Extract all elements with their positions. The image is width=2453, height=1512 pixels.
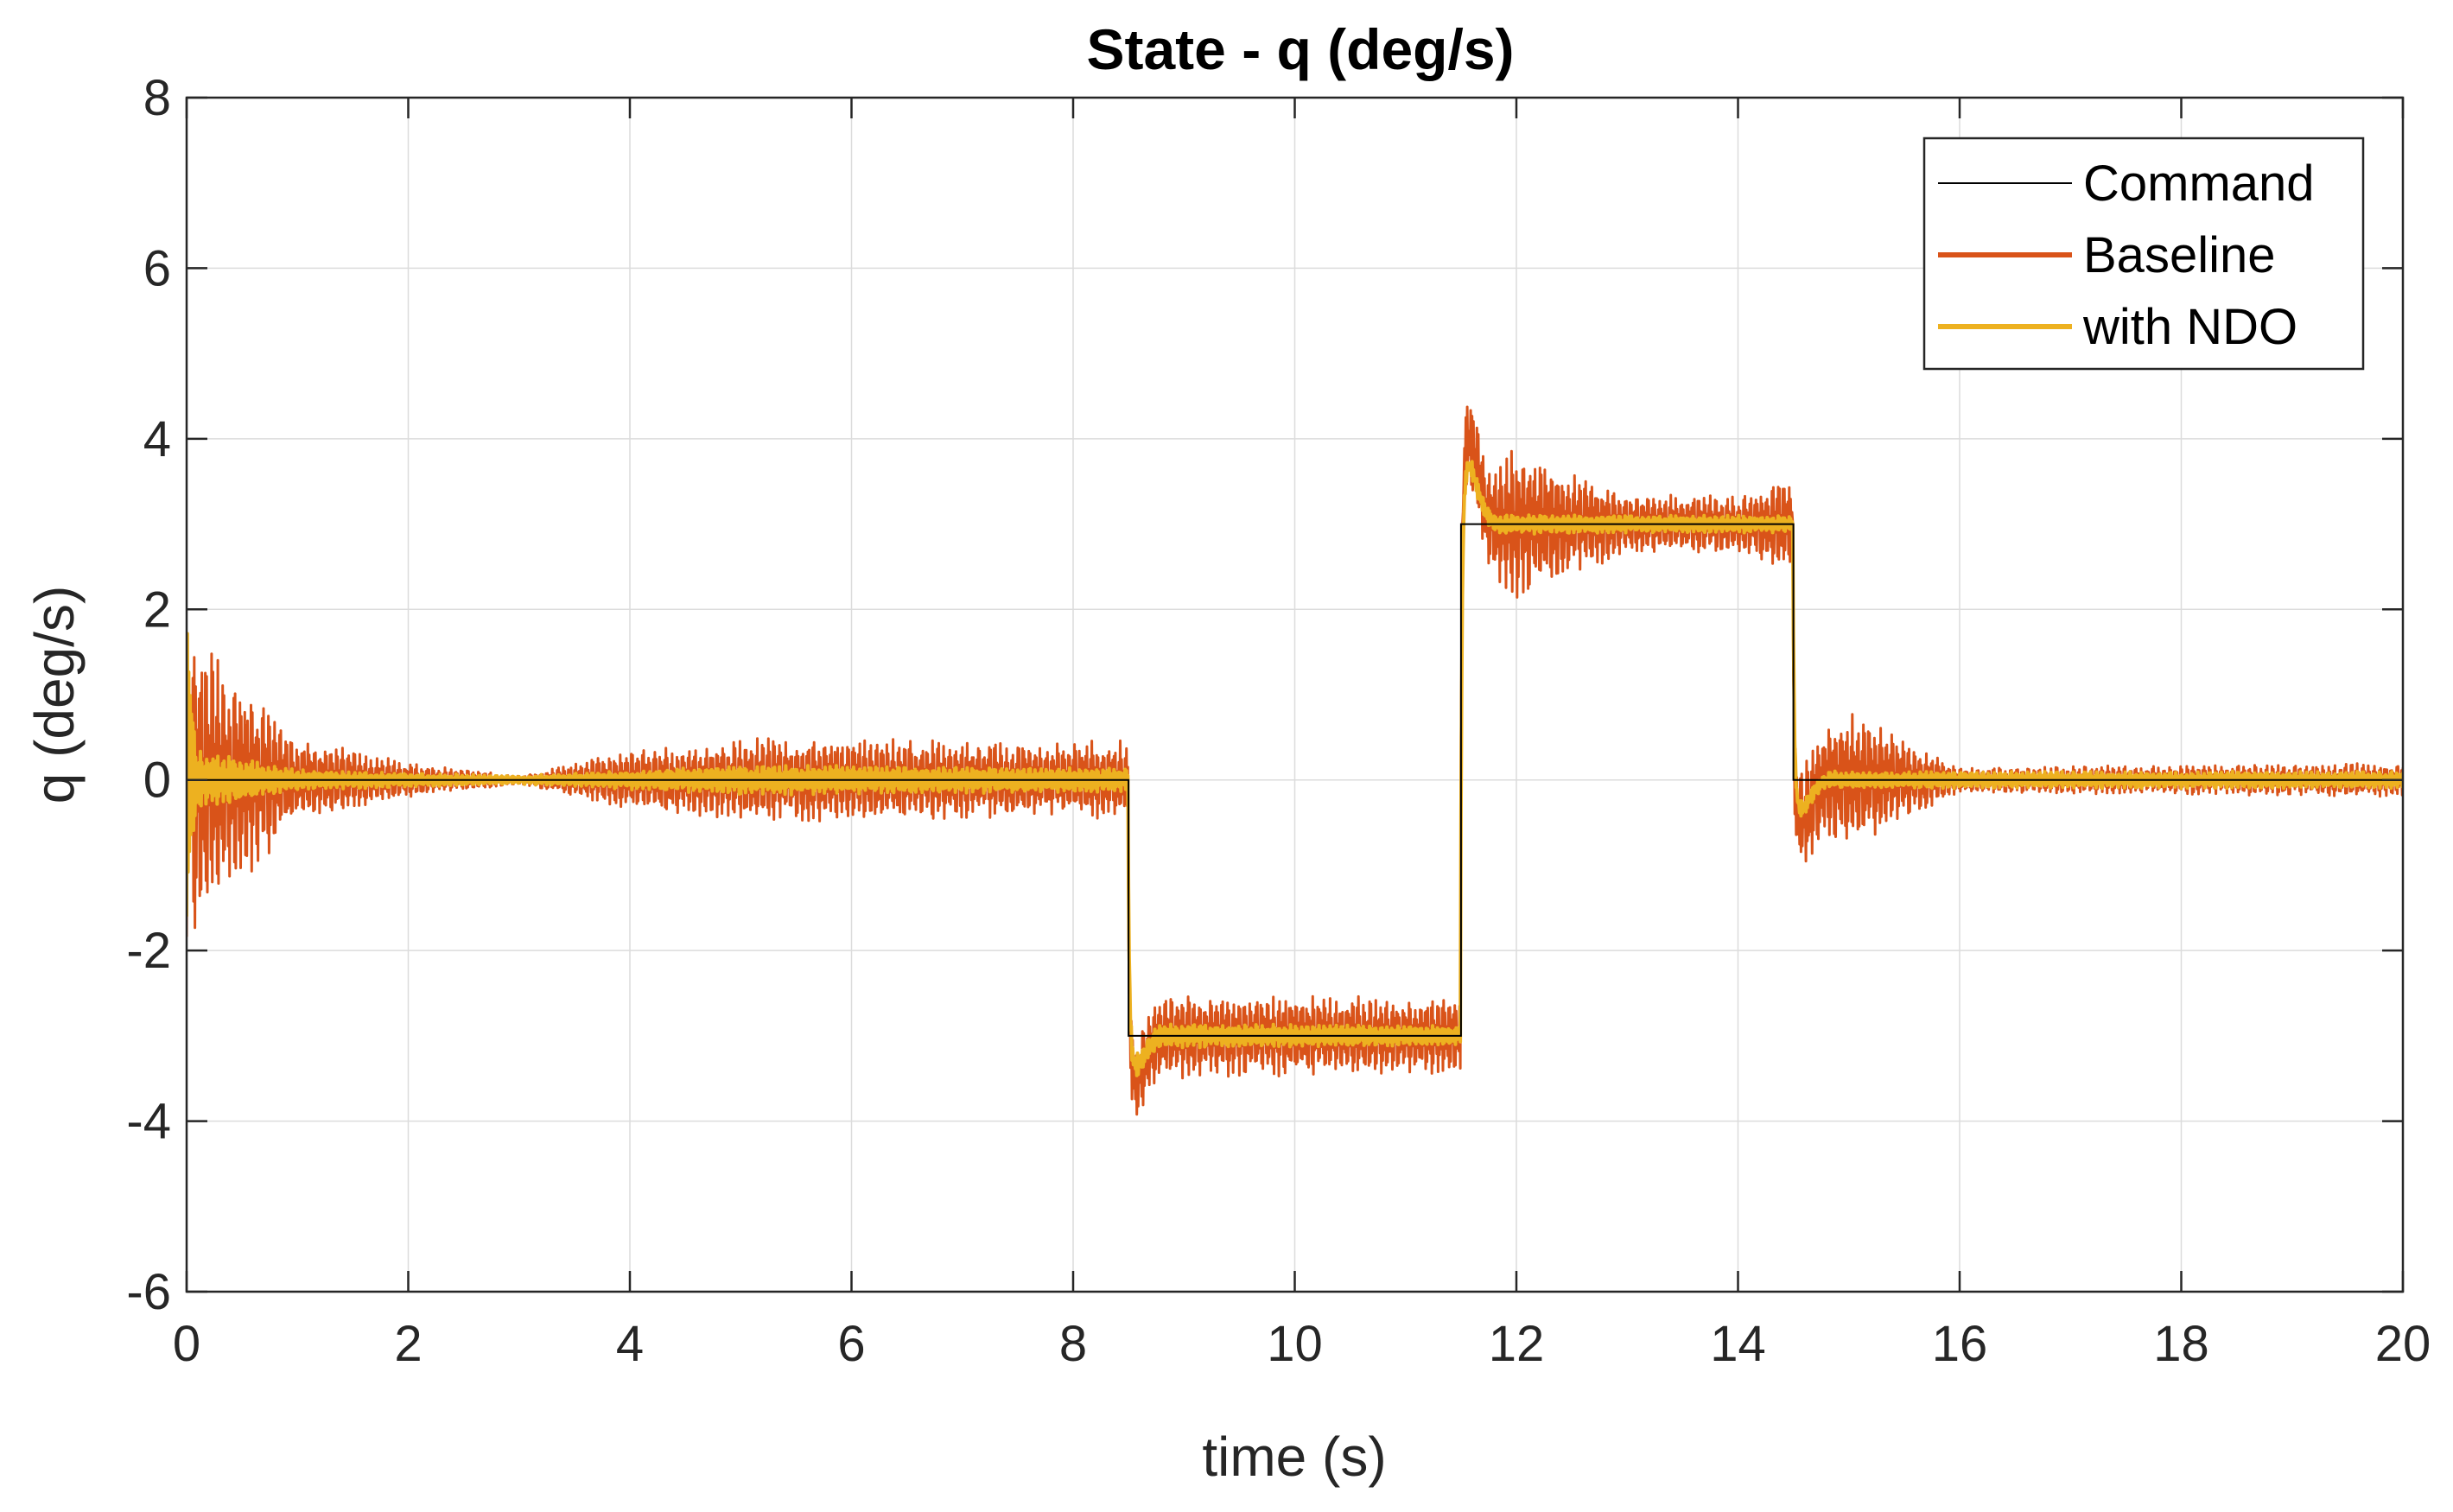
- y-tick-label: 8: [143, 70, 171, 126]
- y-tick-label: 2: [143, 581, 171, 638]
- grid-lines: [187, 98, 2403, 1292]
- axis-ticks: [185, 96, 2405, 1293]
- chart-title: State - q (deg/s): [1086, 17, 1514, 81]
- x-tick-label: 12: [1489, 1316, 1545, 1372]
- x-tick-label: 6: [837, 1316, 865, 1372]
- x-tick-label: 4: [616, 1316, 644, 1372]
- y-tick-label: 6: [143, 240, 171, 296]
- x-tick-labels: 0 2 4 6 8 10 12 14 16 18 20: [173, 1316, 2431, 1372]
- y-tick-label: -2: [126, 923, 171, 979]
- x-tick-label: 20: [2375, 1316, 2431, 1372]
- y-tick-labels: -6 -4 -2 0 2 4 6 8: [126, 70, 171, 1320]
- x-tick-label: 18: [2153, 1316, 2209, 1372]
- legend[interactable]: Command Baseline with NDO: [1922, 137, 2365, 371]
- x-tick-label: 0: [173, 1316, 200, 1372]
- legend-baseline-label: Baseline: [2083, 227, 2275, 283]
- x-tick-label: 14: [1710, 1316, 1766, 1372]
- y-axis-label: q (deg/s): [23, 586, 86, 804]
- x-axis-label: time (s): [1202, 1426, 1386, 1488]
- legend-command-label: Command: [2083, 156, 2315, 212]
- y-tick-label: 0: [143, 753, 171, 809]
- y-tick-label: 4: [143, 411, 171, 467]
- x-tick-label: 16: [1932, 1316, 1988, 1372]
- y-tick-label: -6: [126, 1264, 171, 1320]
- series-command-line: [187, 523, 2403, 1037]
- x-tick-label: 8: [1059, 1316, 1087, 1372]
- y-tick-label: -4: [126, 1094, 171, 1150]
- x-tick-label: 2: [394, 1316, 422, 1372]
- legend-with-ndo-label: with NDO: [2082, 299, 2297, 355]
- x-tick-label: 10: [1267, 1316, 1323, 1372]
